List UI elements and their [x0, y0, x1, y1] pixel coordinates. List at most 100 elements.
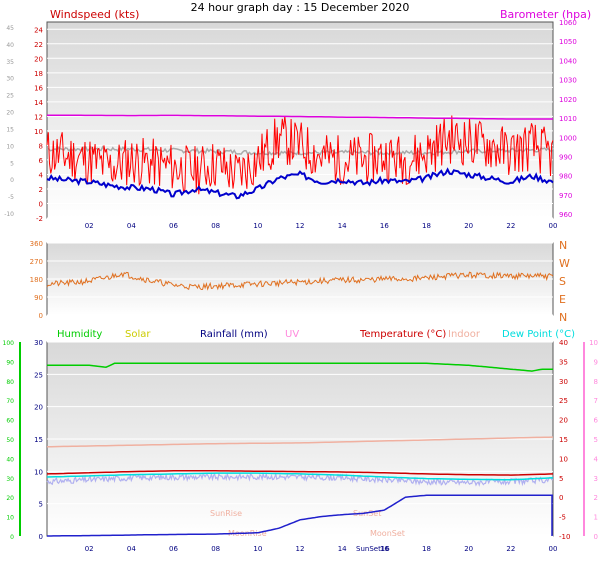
x-tick-label: 06 [169, 222, 178, 230]
rain-tick-label: 15 [34, 436, 43, 444]
humidity-tick-label: 30 [6, 476, 14, 483]
wind-tick-label: -2 [36, 215, 43, 223]
rain-tick-label: 30 [34, 339, 43, 347]
chart-title: 24 hour graph day : 15 December 2020 [191, 1, 410, 14]
wind-tick-label: 6 [39, 157, 44, 165]
outer-tick-label: 45 [6, 25, 14, 32]
x-tick-label: 04 [127, 545, 136, 553]
compass-label: N [559, 311, 567, 324]
x-tick-label: 06 [169, 545, 178, 553]
wind-tick-label: 16 [34, 84, 43, 92]
temp-tick-label: 5 [559, 475, 563, 483]
direction-tick-label: 270 [30, 258, 43, 266]
x-tick-label: 18 [422, 545, 431, 553]
legend-item: Solar [125, 329, 151, 340]
outer-tick-label: 15 [6, 126, 14, 133]
x-tick-label: 12 [296, 545, 305, 553]
uv-tick-label: 9 [594, 358, 598, 366]
rain-tick-label: 5 [39, 501, 43, 509]
wind-tick-label: 4 [39, 171, 44, 179]
baro-tick-label: 970 [559, 192, 572, 200]
uv-tick-label: 2 [594, 494, 598, 502]
x-tick-label: 16 [380, 545, 389, 553]
wind-tick-label: 18 [34, 70, 43, 78]
annotation-moonset: MoonSet [370, 529, 405, 538]
temp-tick-label: -5 [559, 514, 566, 522]
x-tick-label: 22 [506, 545, 515, 553]
uv-tick-label: 4 [594, 455, 599, 463]
direction-tick-label: 90 [34, 294, 43, 302]
outer-tick-label: 35 [6, 59, 14, 66]
temp-band-line [46, 471, 553, 487]
x-tick-label: 02 [85, 545, 94, 553]
humidity-tick-label: 40 [6, 456, 14, 463]
baro-tick-label: 1050 [559, 38, 577, 46]
legend-item: Dew Point (°C) [502, 329, 575, 340]
humidity-tick-label: 70 [6, 398, 14, 405]
x-tick-label: 08 [211, 545, 220, 553]
dew-point-line [46, 472, 554, 481]
legend-item: UV [285, 329, 299, 340]
uv-tick-label: 5 [594, 436, 598, 444]
x-tick-label: 14 [338, 545, 347, 553]
x-tick-label: 08 [211, 222, 220, 230]
outer-tick-label: -10 [4, 211, 14, 218]
outer-tick-label: 0 [10, 177, 14, 184]
rain-tick-label: 25 [34, 371, 43, 379]
wind-tick-label: 12 [34, 113, 43, 121]
temp-tick-label: 15 [559, 436, 568, 444]
baro-tick-label: 960 [559, 211, 572, 219]
uv-tick-label: 8 [594, 378, 598, 386]
rain-tick-label: 0 [39, 533, 43, 541]
x-tick-label: 02 [85, 222, 94, 230]
temp-tick-label: 10 [559, 455, 568, 463]
temp-tick-label: 40 [559, 339, 568, 347]
humidity-line [47, 362, 553, 372]
legend-item: Indoor [448, 329, 481, 340]
outer-tick-label: 10 [6, 143, 14, 150]
uv-tick-label: 6 [594, 417, 599, 425]
x-tick-label: 10 [253, 545, 262, 553]
barometer-line [47, 114, 553, 120]
x-tick-label: 16 [380, 222, 389, 230]
wind-tick-label: 0 [39, 200, 43, 208]
temperature-line [46, 470, 554, 476]
compass-label: E [559, 293, 566, 306]
legend-item: Humidity [57, 329, 102, 340]
humidity-tick-label: 100 [3, 340, 15, 347]
compass-label: N [559, 239, 567, 252]
wind-average-line [46, 167, 554, 200]
compass-label: S [559, 275, 566, 288]
wind-tick-label: 14 [34, 99, 43, 107]
annotation-sunrise: SunRise [210, 509, 242, 518]
wind-axis-label: Windspeed (kts) [50, 8, 139, 21]
temp-tick-label: 20 [559, 417, 568, 425]
wind-tick-label: 2 [39, 186, 43, 194]
humidity-tick-label: 80 [6, 379, 14, 386]
baro-tick-label: 1040 [559, 57, 577, 65]
direction-tick-label: 0 [39, 312, 43, 320]
humidity-tick-label: 90 [6, 359, 14, 366]
annotation-sunset-16: SunSet16 [356, 545, 390, 553]
baro-tick-label: 1010 [559, 115, 577, 123]
outer-tick-label: 5 [10, 160, 14, 167]
baro-tick-label: 990 [559, 154, 572, 162]
rainfall-line [47, 494, 553, 537]
x-tick-label: 20 [464, 545, 473, 553]
direction-tick-label: 360 [30, 240, 43, 248]
x-tick-label: 20 [464, 222, 473, 230]
uv-tick-label: 10 [589, 339, 598, 347]
x-tick-label: 12 [296, 222, 305, 230]
wind-tick-label: 22 [34, 41, 43, 49]
x-tick-label: 18 [422, 222, 431, 230]
x-tick-label: 00 [549, 545, 558, 553]
outer-tick-label: 20 [6, 110, 14, 117]
baro-tick-label: 1060 [559, 19, 577, 27]
wind-direction-line [46, 271, 554, 291]
indoor-line [46, 436, 554, 448]
legend-item: Temperature (°C) [359, 329, 446, 340]
baro-tick-label: 1000 [559, 134, 577, 142]
humidity-tick-label: 20 [6, 495, 14, 502]
x-tick-label: 00 [549, 222, 558, 230]
